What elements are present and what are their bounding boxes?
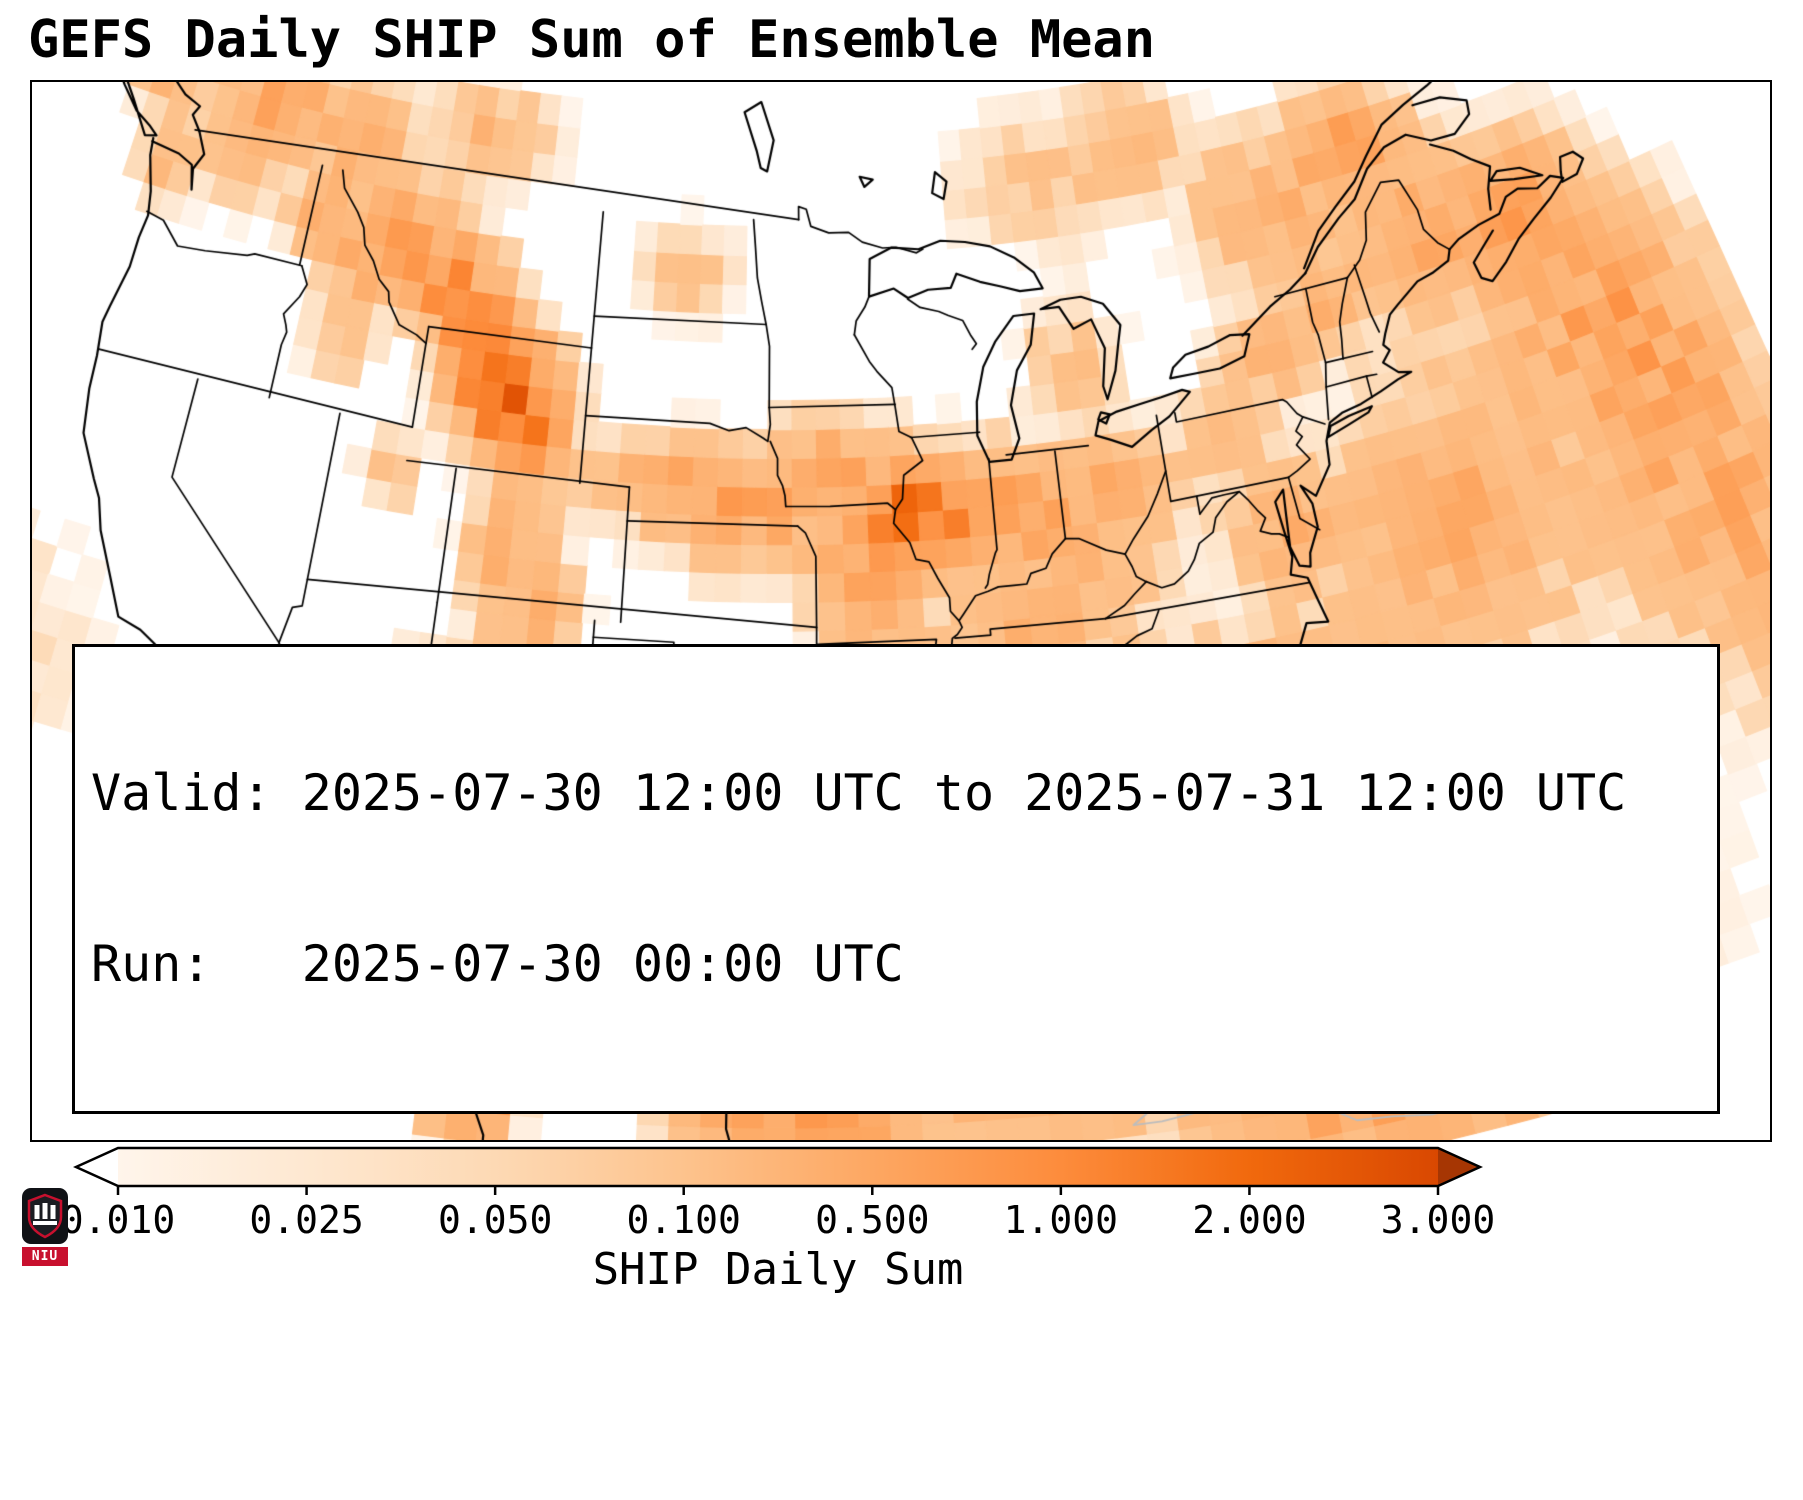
map: Valid: 2025-07-30 12:00 UTC to 2025-07-3… bbox=[30, 80, 1772, 1142]
run-time-text: Run: 2025-07-30 00:00 UTC bbox=[91, 935, 904, 993]
colorbar-tick-label: 0.100 bbox=[626, 1198, 741, 1242]
figure-title: GEFS Daily SHIP Sum of Ensemble Mean bbox=[28, 10, 1156, 70]
niu-logo: NIU bbox=[22, 1188, 68, 1266]
colorbar-tick-label: 3.000 bbox=[1380, 1198, 1496, 1242]
niu-shield-icon bbox=[22, 1188, 68, 1244]
colorbar-label: SHIP Daily Sum bbox=[592, 1244, 964, 1295]
colorbar-tick-label: 2.000 bbox=[1192, 1198, 1307, 1242]
info-box: Valid: 2025-07-30 12:00 UTC to 2025-07-3… bbox=[72, 644, 1720, 1114]
colorbar bbox=[73, 1146, 1483, 1195]
colorbar-tick-label: 0.025 bbox=[249, 1198, 364, 1242]
colorbar-tick-label: 1.000 bbox=[1003, 1198, 1119, 1242]
colorbar-tick-label: 0.010 bbox=[60, 1198, 176, 1242]
colorbar-tick-label: 0.050 bbox=[437, 1198, 553, 1242]
valid-time-text: Valid: 2025-07-30 12:00 UTC to 2025-07-3… bbox=[91, 764, 1627, 822]
colorbar-tick-label: 0.500 bbox=[815, 1198, 930, 1242]
niu-logo-text: NIU bbox=[22, 1247, 68, 1266]
